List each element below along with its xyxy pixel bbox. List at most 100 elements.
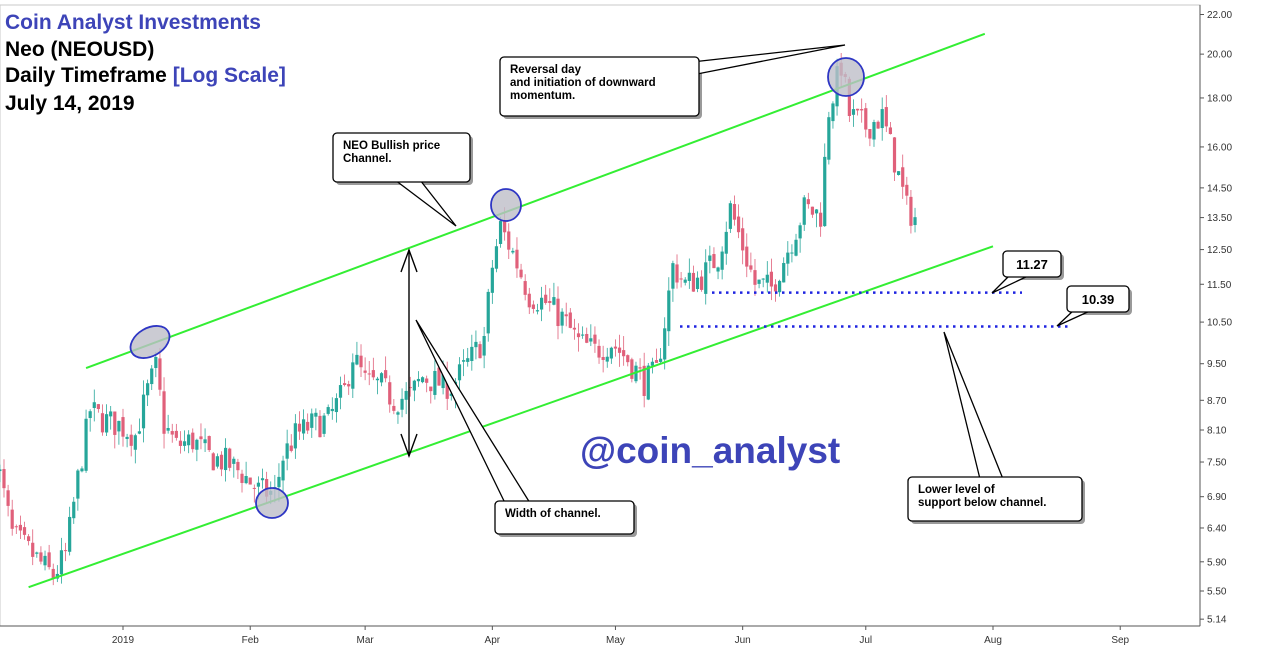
candle-body — [10, 509, 14, 529]
candle-body — [782, 262, 786, 283]
candle-body — [794, 239, 798, 256]
callout-text: 10.39 — [1082, 292, 1115, 307]
y-tick-label: 14.50 — [1207, 183, 1232, 194]
candle-body — [384, 370, 388, 379]
callout-box — [1066, 285, 1130, 313]
candle-body — [872, 122, 876, 140]
candle-body — [819, 212, 823, 227]
candle-body — [593, 334, 597, 344]
candle-body — [642, 365, 646, 396]
candle-body — [68, 516, 72, 552]
candle-body — [597, 345, 601, 358]
candle-body — [400, 398, 404, 410]
candle-body — [589, 338, 593, 342]
channel-lower-line — [28, 245, 994, 589]
callout-box — [1002, 250, 1062, 278]
candle-body — [704, 262, 708, 294]
candle-body — [236, 461, 240, 471]
candle-body — [531, 304, 535, 309]
candle-body — [519, 269, 523, 278]
candle-body — [552, 297, 556, 305]
candle-body — [585, 333, 589, 343]
candle-body — [363, 370, 367, 373]
candle-body — [429, 386, 433, 392]
candle-body — [671, 263, 675, 289]
candle-body — [576, 333, 581, 338]
callout-text: momentum. — [510, 90, 575, 102]
candle-body — [851, 109, 856, 115]
candle-body — [691, 272, 696, 292]
x-tick-label: 2019 — [112, 635, 135, 646]
candle-body — [646, 365, 650, 400]
candle-body — [470, 346, 474, 361]
candle-body — [223, 447, 228, 471]
candle-body — [347, 384, 351, 387]
candle-body — [613, 346, 618, 349]
callout-text: Reversal day — [510, 64, 582, 76]
candle-body — [814, 209, 819, 214]
candle-body — [630, 359, 634, 379]
timeframe-title: Daily Timeframe [Log Scale] — [5, 63, 286, 89]
candle-body — [753, 270, 757, 285]
candle-body — [790, 252, 794, 254]
y-tick-label: 18.00 — [1207, 93, 1232, 104]
candle-body — [359, 355, 363, 368]
candle-body — [564, 314, 568, 317]
candle-body — [207, 436, 211, 451]
candle-body — [420, 377, 425, 383]
candle-body — [154, 357, 158, 369]
candle-body — [166, 428, 170, 431]
candle-body — [486, 291, 490, 334]
candle-body — [174, 430, 178, 438]
candle-body — [679, 278, 683, 280]
touch-point-highlight — [255, 487, 289, 519]
candle-body — [203, 439, 207, 444]
candle-body — [88, 411, 92, 419]
y-tick-label: 11.50 — [1207, 280, 1232, 291]
candle-body — [240, 473, 244, 483]
y-tick-label: 16.00 — [1207, 142, 1232, 153]
candle-body — [675, 264, 679, 283]
callout-text: and initiation of downward — [510, 77, 656, 89]
candle-body — [281, 460, 285, 481]
candle-body — [868, 129, 872, 139]
candle-body — [133, 435, 137, 450]
candle-body — [39, 552, 43, 562]
scale-text: [Log Scale] — [172, 64, 286, 87]
candle-body — [449, 393, 453, 396]
candle-body — [330, 408, 334, 412]
candle-body — [277, 476, 281, 488]
candle-body — [560, 311, 564, 326]
candle-body — [445, 372, 449, 399]
candle-body — [823, 156, 827, 227]
candle-body — [141, 394, 146, 429]
candle-body — [0, 469, 2, 472]
candle-body — [539, 297, 544, 310]
candle-body — [6, 490, 10, 506]
candle-body — [466, 358, 470, 362]
candle-body — [724, 231, 728, 254]
candle-body — [482, 335, 486, 356]
candle-body — [43, 555, 47, 566]
candle-body — [548, 301, 552, 304]
candle-body — [63, 550, 68, 552]
x-tick-label: Sep — [1111, 635, 1129, 646]
candle-body — [297, 423, 302, 432]
candle-body — [310, 413, 314, 428]
y-tick-label: 12.50 — [1207, 245, 1232, 256]
candle-body — [860, 109, 864, 111]
callout-box — [907, 476, 1083, 522]
candle-body — [100, 413, 105, 433]
touch-point-highlight — [827, 57, 865, 97]
candle-body — [773, 284, 778, 292]
candle-body — [355, 354, 359, 365]
candle-body — [736, 216, 741, 233]
candle-body — [18, 524, 23, 531]
date-title: July 14, 2019 — [5, 92, 135, 115]
candle-body — [51, 568, 55, 579]
timeframe-text: Daily Timeframe — [5, 64, 167, 87]
candle-body — [326, 407, 330, 414]
candle-body — [412, 380, 416, 391]
candle-body — [622, 350, 626, 357]
